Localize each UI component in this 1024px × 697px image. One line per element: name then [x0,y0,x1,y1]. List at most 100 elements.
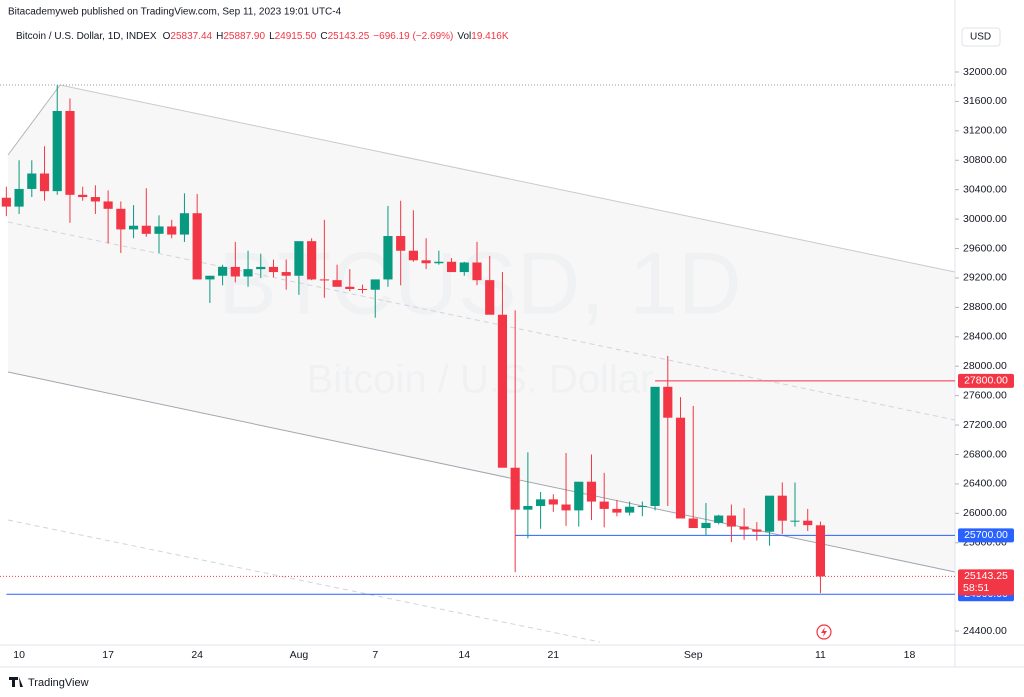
candle-body [179,213,190,235]
x-tick-label: Sep [684,649,703,661]
candle-body [625,506,635,513]
y-tick-label: 28000.00 [963,360,1007,372]
y-tick-label: 26800.00 [963,448,1007,460]
currency-button[interactable] [961,27,1001,47]
x-tick-label: 18 [904,649,916,661]
x-tick-label: 17 [102,649,114,661]
ohlc-value: 24915.50 [275,31,317,42]
candle-body [370,279,380,290]
last-price-box [958,569,1014,596]
candle-body [243,269,253,277]
x-tick-label: 14 [458,649,470,661]
ohlc-key: C [320,31,327,42]
candle-body [65,110,75,195]
channel-fill [8,85,955,572]
candle-body [294,241,304,276]
x-tick-label: Aug [290,649,309,661]
tv-logo [9,677,23,687]
candle-body [218,266,228,276]
ohlc-value: 25143.25 [328,31,370,42]
y-tick-label: 27600.00 [963,389,1007,401]
candle-body [332,280,342,287]
y-tick-label: 28400.00 [963,331,1007,343]
candle-body [281,272,291,276]
candle-body [268,266,279,273]
y-tick-label: 31600.00 [963,95,1007,107]
candle-body [459,262,469,273]
x-tick-label: 10 [13,649,25,661]
candle-body [14,188,24,207]
candle-body [421,260,431,264]
y-tick-label: 26400.00 [963,478,1007,490]
y-tick-label: 31200.00 [963,125,1007,137]
candle-body [167,226,177,235]
ohlc-value: 25887.90 [223,31,265,42]
candle-body [497,314,508,468]
candle-body [650,386,660,506]
last-price-label: 25143.25 [964,570,1008,582]
y-tick-label: 29200.00 [963,272,1007,284]
candle-body [141,225,151,234]
volume-key: Vol [457,31,471,42]
candle-body [39,173,50,192]
channel-lower [7,371,956,573]
y-tick-label: 26000.00 [963,507,1007,519]
candle-body [777,495,787,521]
candle-body [612,508,622,513]
candle-body [599,501,609,509]
candle-body [726,515,736,527]
price-label: 25700.00 [964,529,1008,541]
candle-body [90,197,100,202]
change: −696.19 (−2.69%) [373,31,453,42]
candle-body [790,520,800,522]
candle-body [752,529,762,532]
y-tick-label: 30800.00 [963,154,1007,166]
y-tick-label: 30000.00 [963,213,1007,225]
channel-upper [59,84,956,273]
y-tick-label: 30400.00 [963,183,1007,195]
candle-body [78,194,88,198]
candle-body [446,261,457,273]
legend: Bitcoin / U.S. Dollar, 1D, INDEX O25837.4… [16,31,509,42]
y-tick-label: 32000.00 [963,66,1007,78]
candle-body [586,481,597,502]
countdown: 58:51 [963,582,989,594]
candle-body [345,286,355,289]
price-label-box [958,373,1014,388]
candle-body [637,505,647,507]
candle-body [739,526,749,530]
candle-body [192,213,202,280]
candle-body [548,499,558,505]
alert-icon[interactable] [816,624,832,640]
candle-body [230,266,240,277]
channel-dashed [7,519,601,643]
candle-body [663,386,673,418]
candle-body [205,275,215,280]
ohlc-key: L [269,31,275,42]
y-tick-label: 29600.00 [963,242,1007,254]
x-tick-label: 21 [547,649,559,661]
volume: 19.416K [471,31,509,42]
candle-body [319,279,329,281]
candle-body [357,288,368,290]
candle-body [396,236,406,251]
candle-body [116,208,126,230]
watermark-symbol: BTCUSD, 1D [218,233,741,332]
y-tick-label: 28800.00 [963,301,1007,313]
watermark-name: Bitcoin / U.S. Dollar [307,358,654,402]
candle-body [27,173,37,189]
candle-body [675,417,686,519]
candle-body [561,504,571,511]
y-tick-label: 27200.00 [963,419,1007,431]
candle-body [128,225,139,230]
ohlc-value: 25837.44 [170,31,212,42]
x-tick-label: 24 [191,649,203,661]
candle-body [307,241,317,280]
symbol: Bitcoin / U.S. Dollar, 1D, INDEX [16,31,157,42]
currency: USD [970,32,991,43]
published: Bitacademyweb published on TradingView.c… [8,7,342,18]
candle-body [256,266,266,270]
x-tick-label: 11 [815,649,826,661]
ohlc-key: O [163,31,171,42]
